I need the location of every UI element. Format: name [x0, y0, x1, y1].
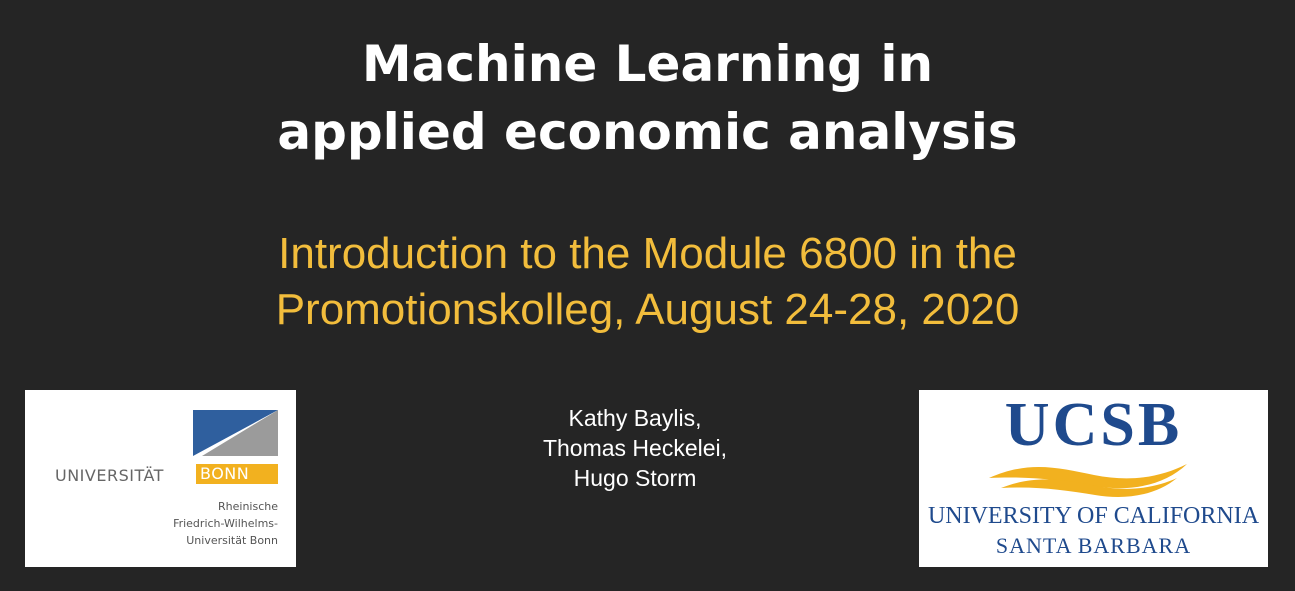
ucsb-logo-university-name: UNIVERSITY OF CALIFORNIA [927, 503, 1260, 529]
bonn-logo-word-bonn: BONN [196, 464, 278, 484]
university-bonn-logo: UNIVERSITÄT BONN Rheinische Friedrich-Wi… [25, 390, 296, 567]
title-line-2: applied economic analysis [277, 103, 1018, 161]
subtitle-line-1: Introduction to the Module 6800 in the [278, 229, 1017, 278]
bonn-logo-word-universitaet: UNIVERSITÄT [55, 466, 164, 485]
author-list: Kathy Baylis, Thomas Heckelei, Hugo Stor… [535, 403, 735, 493]
ucsb-wave-icon [989, 464, 1187, 497]
title-line-1: Machine Learning in [361, 35, 934, 93]
author-name: Thomas Heckelei, [542, 435, 728, 461]
bonn-emblem-icon [193, 410, 278, 456]
author-name: Hugo Storm [573, 465, 697, 491]
ucsb-logo: UCSB UNIVERSITY OF CALIFORNIA SANTA BARB… [919, 390, 1268, 567]
subtitle-line-2: Promotionskolleg, August 24-28, 2020 [275, 285, 1020, 334]
ucsb-logo-acronym: UCSB [1004, 391, 1183, 459]
slide-title: Machine Learning in applied economic ana… [0, 30, 1295, 166]
ucsb-logo-campus-name: SANTA BARBARA [995, 533, 1192, 558]
author-name: Kathy Baylis, [568, 405, 702, 431]
bonn-logo-subtitle: Rheinische Friedrich-Wilhelms- Universit… [173, 500, 278, 547]
slide-subtitle: Introduction to the Module 6800 in the P… [0, 226, 1295, 338]
